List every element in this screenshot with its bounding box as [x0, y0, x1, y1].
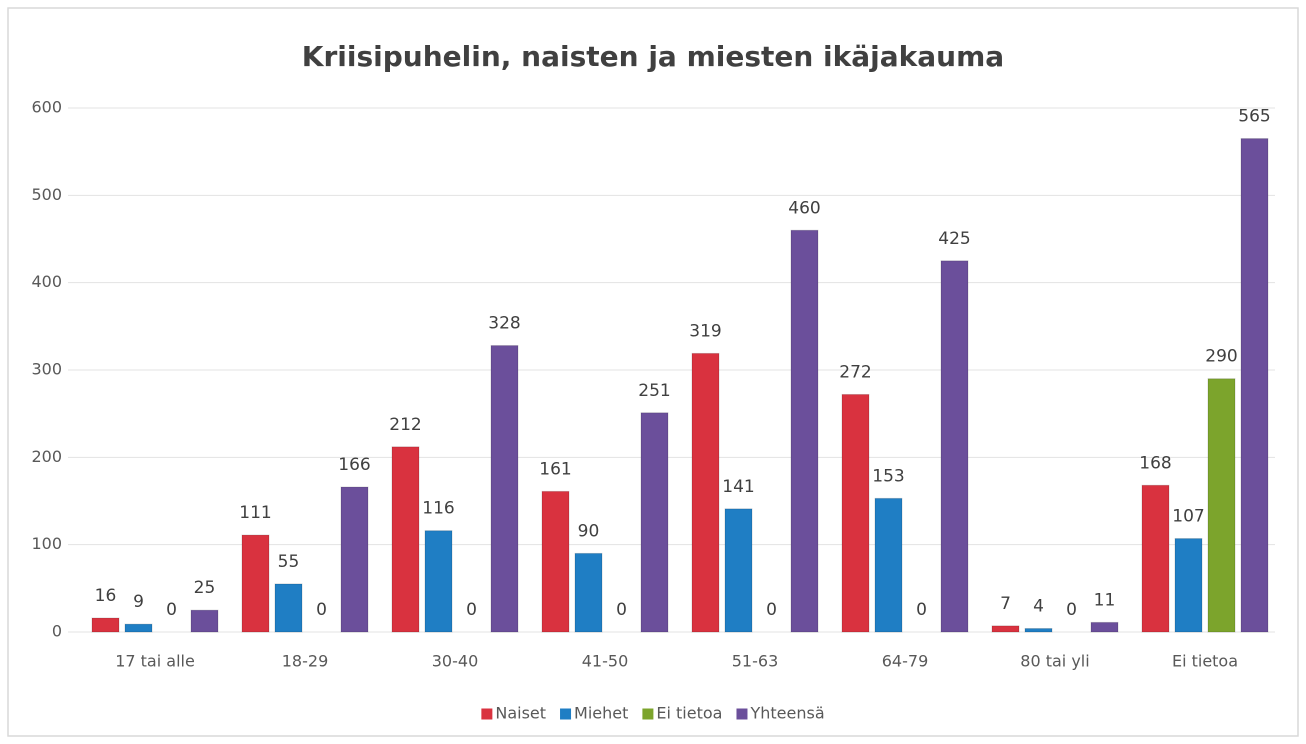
data-label: 0 [1066, 600, 1077, 620]
data-label: 107 [1172, 507, 1204, 527]
bar [640, 412, 669, 633]
data-label: 565 [1238, 107, 1270, 127]
y-tick-label: 0 [52, 622, 62, 641]
x-tick-label: 30-40 [432, 652, 479, 671]
data-label: 251 [638, 381, 670, 401]
data-label: 11 [1094, 590, 1116, 610]
bar [190, 609, 219, 633]
y-tick-label: 200 [31, 447, 62, 466]
bar [1240, 138, 1269, 633]
legend-label: Miehet [574, 704, 628, 723]
data-label: 168 [1139, 453, 1171, 473]
bar [241, 534, 270, 633]
data-label: 272 [839, 362, 871, 382]
data-label: 90 [578, 521, 600, 541]
data-label: 0 [916, 600, 927, 620]
bar [790, 229, 819, 633]
data-label: 7 [1000, 594, 1011, 614]
data-label: 460 [788, 198, 820, 218]
x-tick-label: Ei tietoa [1172, 652, 1238, 671]
bar [940, 260, 969, 633]
data-label: 4 [1033, 597, 1044, 617]
legend-swatch [642, 708, 654, 720]
data-label: 212 [389, 415, 421, 435]
data-label: 9 [133, 592, 144, 612]
data-label: 0 [466, 600, 477, 620]
bar [1024, 628, 1053, 633]
legend-item: Naiset [481, 704, 546, 723]
legend-item: Yhteensä [736, 704, 825, 723]
data-label: 153 [872, 466, 904, 486]
bar [91, 617, 120, 633]
data-label: 25 [194, 578, 216, 598]
legend-label: Naiset [495, 704, 546, 723]
legend-label: Ei tietoa [656, 704, 722, 723]
legend-swatch [560, 708, 572, 720]
bar [541, 490, 570, 633]
data-label: 0 [316, 600, 327, 620]
bar [124, 623, 153, 633]
x-tick-label: 51-63 [732, 652, 779, 671]
data-label: 55 [278, 552, 300, 572]
bar [1090, 621, 1119, 633]
data-label: 111 [239, 503, 271, 523]
bar [391, 446, 420, 633]
y-tick-label: 600 [31, 98, 62, 117]
bar [490, 345, 519, 633]
x-tick-label: 64-79 [882, 652, 929, 671]
data-label: 0 [616, 600, 627, 620]
y-tick-label: 300 [31, 360, 62, 379]
bar [340, 486, 369, 633]
bar [424, 530, 453, 633]
legend-swatch [481, 708, 493, 720]
data-label: 328 [488, 314, 520, 334]
data-label: 166 [338, 455, 370, 475]
bar [574, 552, 603, 633]
bar [724, 508, 753, 633]
data-label: 16 [95, 586, 117, 606]
bar [1207, 378, 1236, 633]
bar [274, 583, 303, 633]
bar [1174, 538, 1203, 633]
bar [874, 497, 903, 633]
chart-title: Kriisipuhelin, naisten ja miesten ikäjak… [302, 40, 1004, 73]
data-label: 0 [766, 600, 777, 620]
data-label: 161 [539, 459, 571, 479]
bar [691, 352, 720, 633]
data-label: 141 [722, 477, 754, 497]
bar [991, 625, 1020, 633]
legend-swatch [736, 708, 748, 720]
data-label: 0 [166, 600, 177, 620]
bar [841, 393, 870, 633]
legend-label: Yhteensä [749, 704, 824, 723]
data-label: 425 [938, 229, 970, 249]
y-tick-label: 400 [31, 272, 62, 291]
y-tick-label: 100 [31, 534, 62, 553]
x-tick-label: 80 tai yli [1020, 652, 1089, 671]
bar [1141, 484, 1170, 633]
data-label: 290 [1205, 347, 1237, 367]
x-tick-label: 41-50 [582, 652, 629, 671]
x-tick-label: 17 tai alle [115, 652, 195, 671]
data-label: 116 [422, 499, 454, 519]
legend-item: Miehet [560, 704, 628, 723]
y-tick-label: 500 [31, 185, 62, 204]
x-tick-label: 18-29 [282, 652, 329, 671]
data-label: 319 [689, 321, 721, 341]
legend-item: Ei tietoa [642, 704, 722, 723]
